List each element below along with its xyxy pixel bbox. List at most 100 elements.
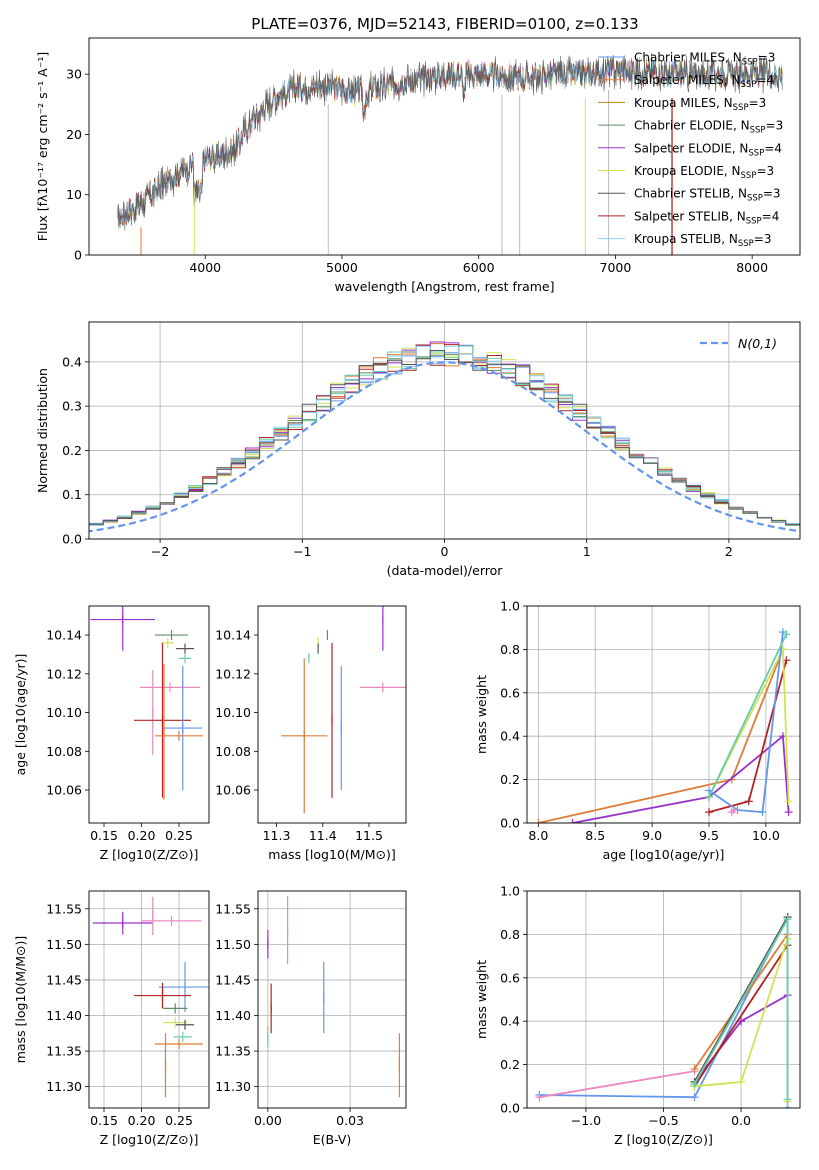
x-axis-label: Z [log10(Z/Z⊙)] bbox=[100, 847, 199, 862]
x-tick-label: 4000 bbox=[189, 260, 221, 275]
y-tick-label: 11.40 bbox=[215, 1008, 251, 1023]
y-tick-label: 0.8 bbox=[500, 642, 520, 657]
x-tick-label: −0.5 bbox=[648, 1113, 678, 1128]
y-tick-label: 10.12 bbox=[215, 666, 251, 681]
y-tick-label: 11.35 bbox=[215, 1044, 251, 1059]
legend-label: N(0,1) bbox=[738, 336, 777, 351]
mass-vs-metallicity-panel: 0.15 0.20 0.25 11.30 11.35 11.40 11.45 11.50 11.… bbox=[13, 890, 210, 1147]
mass-weight-line bbox=[708, 648, 790, 802]
legend-label: Chabrier STELIB, NSSP=3 bbox=[634, 187, 781, 204]
y-tick-label: 10.14 bbox=[215, 628, 251, 643]
y-tick-label: 0.6 bbox=[500, 970, 520, 985]
y-tick-label: 10.10 bbox=[215, 705, 251, 720]
x-axis-label: Z [log10(Z/Z⊙)] bbox=[100, 1132, 199, 1147]
mass-weight-vs-age-panel: 8.0 8.5 9.0 9.5 10.0 0.0 0.2 0.4 0.6 0.8 1.0 age [l… bbox=[474, 599, 801, 862]
x-tick-label: 6000 bbox=[463, 260, 495, 275]
x-tick-label: 9.0 bbox=[642, 828, 662, 843]
y-tick-label: 11.50 bbox=[215, 937, 251, 952]
mass-weight-line bbox=[708, 633, 788, 798]
age-vs-mass-panel: 11.3 11.4 11.5 10.06 10.08 10.10 10.12 10.14 mas… bbox=[215, 605, 407, 862]
y-tick-label: 11.45 bbox=[215, 972, 251, 987]
legend-label: Kroupa STELIB, NSSP=3 bbox=[634, 232, 772, 249]
x-tick-label: 2 bbox=[725, 544, 733, 559]
histogram-step bbox=[89, 350, 800, 528]
x-tick-label: 0.15 bbox=[90, 1113, 118, 1128]
plot-area bbox=[89, 341, 800, 533]
x-tick-label: −1 bbox=[293, 544, 311, 559]
legend: N(0,1) bbox=[700, 336, 777, 351]
x-tick-label: 0.15 bbox=[90, 828, 118, 843]
y-tick-label: 0.0 bbox=[62, 532, 82, 547]
y-tick-label: 11.30 bbox=[46, 1079, 82, 1094]
y-axis-label: mass [log10(M/M⊙)] bbox=[13, 936, 28, 1064]
y-tick-label: 30 bbox=[66, 67, 82, 82]
y-axis-label: Flux [fλ10⁻¹⁷ erg cm⁻² s⁻¹ A⁻¹] bbox=[35, 52, 50, 241]
y-tick-label: 0.2 bbox=[500, 772, 520, 787]
y-tick-label: 0.2 bbox=[62, 443, 82, 458]
mass-weight-line bbox=[572, 734, 790, 823]
y-tick-label: 10.06 bbox=[215, 783, 251, 798]
y-tick-label: 11.55 bbox=[46, 901, 82, 916]
y-tick-label: 0.8 bbox=[500, 927, 520, 942]
x-tick-label: −2 bbox=[151, 544, 169, 559]
x-tick-label: 0.20 bbox=[128, 828, 156, 843]
x-tick-label: −1.0 bbox=[571, 1113, 601, 1128]
y-tick-label: 10 bbox=[66, 187, 82, 202]
x-tick-label: 8.0 bbox=[528, 828, 548, 843]
legend-label: Salpeter STELIB, NSSP=4 bbox=[634, 209, 779, 226]
x-tick-label: 0.0 bbox=[731, 1113, 751, 1128]
y-tick-label: 10.10 bbox=[46, 705, 82, 720]
y-tick-label: 0.4 bbox=[62, 354, 82, 369]
legend-label: Chabrier MILES, NSSP=3 bbox=[634, 51, 775, 68]
x-axis-label: age [log10(age/yr)] bbox=[603, 847, 725, 862]
y-axis-label: mass weight bbox=[474, 960, 489, 1039]
y-tick-label: 11.45 bbox=[46, 972, 82, 987]
axes-frame bbox=[88, 37, 801, 256]
axes-frame bbox=[526, 890, 801, 1109]
y-tick-label: 1.0 bbox=[500, 599, 520, 614]
mass-vs-ebv-panel: 0.00 0.03 11.30 11.35 11.40 11.45 11.50 11.55 E(… bbox=[215, 890, 407, 1147]
mass-weight-line bbox=[693, 916, 789, 1083]
x-tick-label: 5000 bbox=[326, 260, 358, 275]
y-axis-label: age [log10(age/yr)] bbox=[13, 654, 28, 776]
y-tick-label: 11.50 bbox=[46, 937, 82, 952]
legend-label: Salpeter MILES, NSSP=4 bbox=[634, 73, 774, 90]
axes-frame bbox=[88, 605, 210, 824]
y-tick-label: 20 bbox=[66, 127, 82, 142]
axes-frame bbox=[526, 605, 801, 824]
x-tick-label: 0.03 bbox=[336, 1113, 364, 1128]
y-axis-label: Normed distribution bbox=[35, 368, 50, 493]
axes-frame bbox=[88, 321, 801, 540]
x-tick-label: 7000 bbox=[600, 260, 632, 275]
age-vs-metallicity-panel: 0.15 0.20 0.25 10.06 10.08 10.10 10.12 10.14 Z [… bbox=[13, 605, 210, 862]
y-tick-label: 11.30 bbox=[215, 1079, 251, 1094]
residual-histogram-panel: −2 −1 0 1 2 0.0 0.1 0.2 0.3 0.4 (data-model)/error… bbox=[35, 321, 801, 578]
y-tick-label: 10.08 bbox=[215, 744, 251, 759]
mass-weight-line bbox=[539, 1070, 695, 1099]
y-axis-label: mass weight bbox=[474, 675, 489, 754]
y-tick-label: 11.55 bbox=[215, 901, 251, 916]
x-tick-label: 9.5 bbox=[699, 828, 719, 843]
y-tick-label: 0.2 bbox=[500, 1057, 520, 1072]
axes-frame bbox=[88, 890, 210, 1109]
y-tick-label: 10.06 bbox=[46, 783, 82, 798]
x-tick-label: 8000 bbox=[736, 260, 768, 275]
x-axis-label: (data-model)/error bbox=[387, 563, 504, 578]
x-tick-label: 11.5 bbox=[355, 828, 383, 843]
mass-weight-line bbox=[708, 631, 784, 814]
plot-area bbox=[92, 896, 209, 1098]
x-tick-label: 0.00 bbox=[254, 1113, 282, 1128]
y-tick-label: 11.40 bbox=[46, 1008, 82, 1023]
x-axis-label: mass [log10(M/M⊙)] bbox=[268, 847, 396, 862]
y-tick-label: 0.0 bbox=[500, 816, 520, 831]
legend-label: Salpeter ELODIE, NSSP=4 bbox=[634, 141, 782, 158]
spectrum-line bbox=[117, 52, 783, 231]
y-tick-label: 1.0 bbox=[500, 884, 520, 899]
y-tick-label: 0.6 bbox=[500, 685, 520, 700]
x-tick-label: 0 bbox=[441, 544, 449, 559]
y-tick-label: 10.08 bbox=[46, 744, 82, 759]
plot-area bbox=[535, 913, 792, 1108]
y-tick-label: 10.14 bbox=[46, 628, 82, 643]
plot-area bbox=[281, 606, 406, 814]
y-tick-label: 0.4 bbox=[500, 729, 520, 744]
